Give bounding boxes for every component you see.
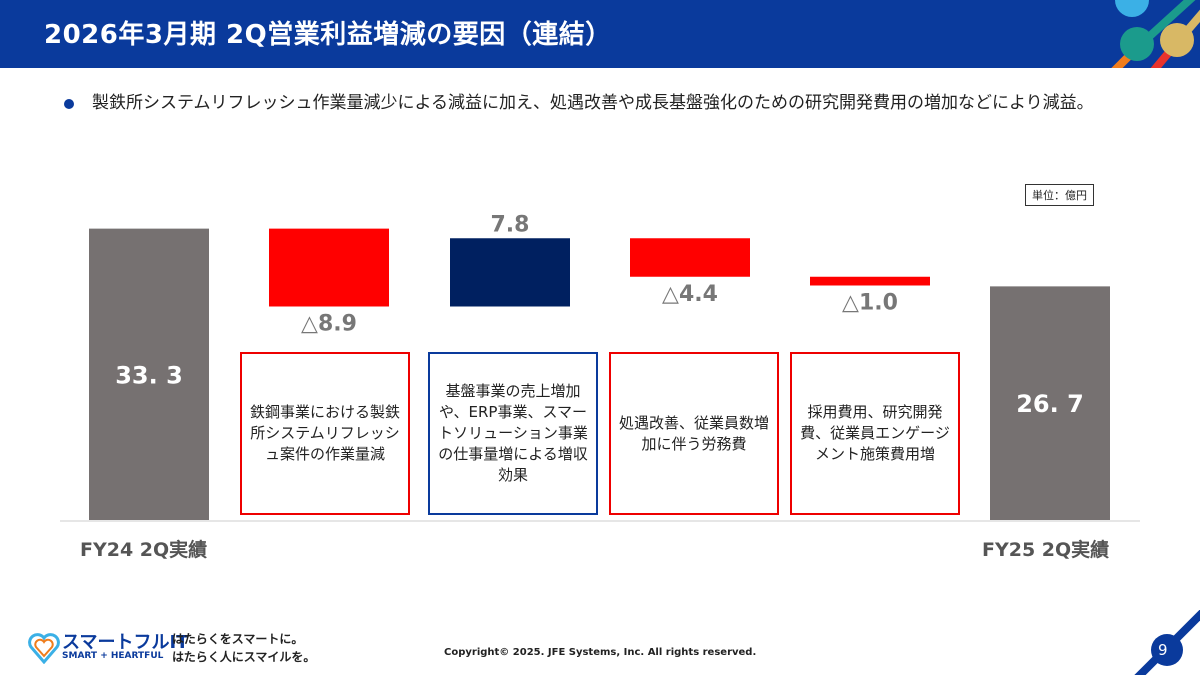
- bar-5: [810, 276, 930, 286]
- page-title: 2026年3月期 2Q営業利益増減の要因（連結）: [44, 20, 612, 50]
- brand-subtitle: SMART + HEARTFUL: [62, 651, 164, 661]
- slogan-line-1: はたらくをスマートに。: [172, 632, 304, 646]
- slogan: はたらくをスマートに。 はたらく人にスマイルを。: [172, 630, 315, 666]
- desc-box-2: 基盤事業の売上増加や、ERP事業、スマートソリューション事業の仕事量増による増収…: [428, 352, 598, 515]
- category-label-fy24: FY24 2Q実績: [80, 539, 208, 561]
- bar-3: [450, 238, 570, 307]
- brand-name: スマートフルIT: [62, 632, 189, 653]
- page-number-decoration-icon: [1134, 610, 1200, 675]
- heart-logo-icon: [28, 633, 60, 664]
- decorative-logo-icon: [1111, 0, 1200, 68]
- bar-6: [990, 286, 1110, 520]
- data-label-5: △1.0: [842, 291, 898, 316]
- data-label-3: 7.8: [491, 212, 530, 237]
- unit-label: 単位：億円: [1025, 184, 1094, 206]
- slogan-line-2: はたらく人にスマイルを。: [172, 650, 316, 664]
- data-label-6: 26. 7: [1016, 390, 1084, 418]
- data-label-1: 33. 3: [115, 361, 183, 389]
- bar-4: [630, 238, 750, 277]
- bullet-dot-icon: [64, 99, 74, 109]
- desc-box-3: 処遇改善、従業員数増加に伴う労務費: [609, 352, 779, 515]
- summary-bullet: 製鉄所システムリフレッシュ作業量減少による減益に加え、処遇改善や成長基盤強化のた…: [62, 91, 1142, 116]
- data-label-4: △4.4: [662, 282, 718, 307]
- desc-box-1: 鉄鋼事業における製鉄所システムリフレッシュ案件の作業量減: [240, 352, 410, 515]
- page-number: 9: [1158, 641, 1168, 659]
- copyright: Copyright© 2025. JFE Systems, Inc. All r…: [444, 647, 757, 658]
- category-label-fy25: FY25 2Q実績: [982, 539, 1110, 561]
- bar-1: [89, 228, 209, 520]
- header-bar: 2026年3月期 2Q営業利益増減の要因（連結）: [0, 0, 1200, 68]
- data-label-2: △8.9: [301, 312, 357, 337]
- bar-2: [269, 228, 389, 307]
- summary-text: 製鉄所システムリフレッシュ作業量減少による減益に加え、処遇改善や成長基盤強化のた…: [92, 93, 1094, 113]
- desc-box-4: 採用費用、研究開発費、従業員エンゲージメント施策費用増: [790, 352, 960, 515]
